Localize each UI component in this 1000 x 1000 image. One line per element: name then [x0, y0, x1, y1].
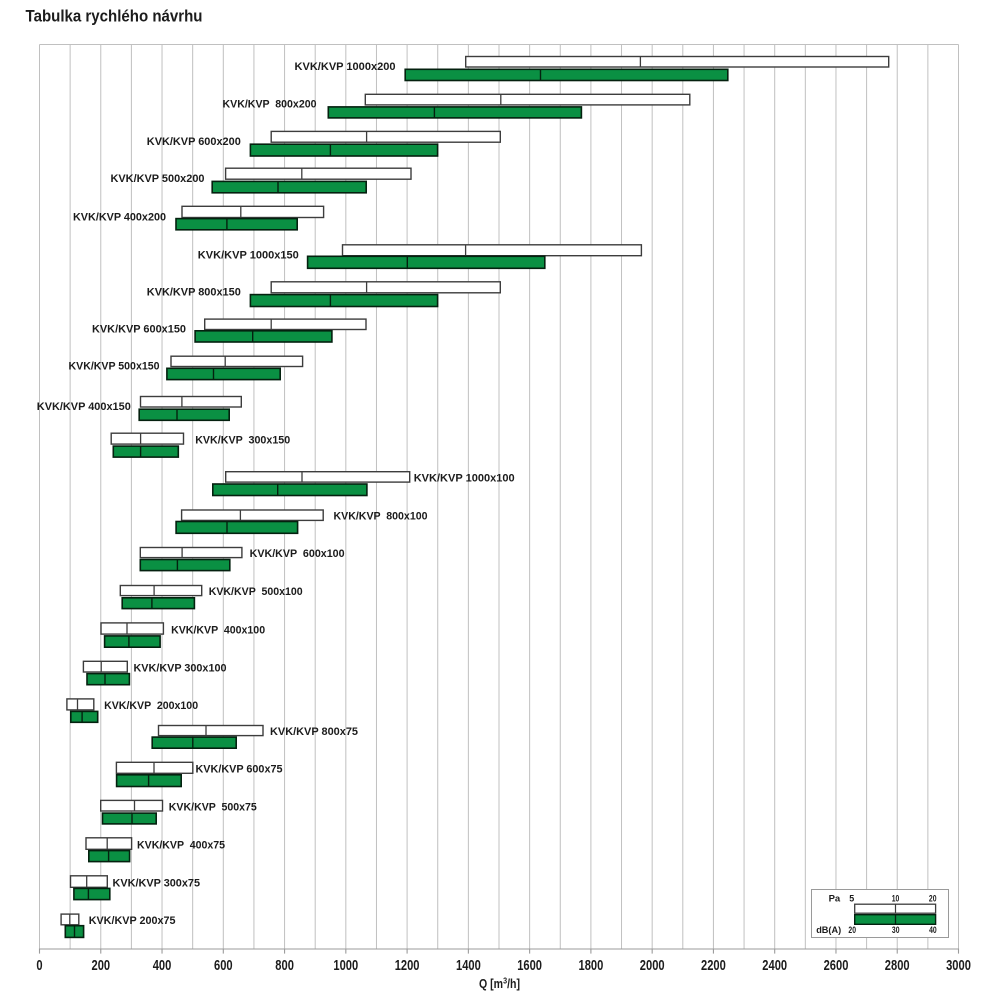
svg-text:KVK/KVP 1000x150: KVK/KVP 1000x150 — [198, 250, 299, 262]
svg-text:KVK/KVP 300x75: KVK/KVP 300x75 — [113, 878, 201, 890]
svg-text:400: 400 — [153, 958, 172, 974]
svg-text:5: 5 — [849, 893, 855, 904]
svg-text:20: 20 — [848, 925, 856, 936]
svg-text:Q [m3/h]: Q [m3/h] — [479, 975, 520, 991]
svg-text:1200: 1200 — [395, 958, 420, 974]
svg-text:KVK/KVP 800x150: KVK/KVP 800x150 — [147, 287, 241, 299]
svg-text:10: 10 — [892, 893, 900, 904]
svg-text:KVK/KVP 600x200: KVK/KVP 600x200 — [147, 136, 241, 148]
svg-text:KVK/KVP 300x150: KVK/KVP 300x150 — [195, 434, 290, 446]
svg-text:KVK/KVP 200x75: KVK/KVP 200x75 — [89, 915, 176, 927]
svg-text:2000: 2000 — [640, 958, 665, 974]
svg-text:Pa: Pa — [829, 893, 841, 904]
svg-text:KVK/KVP 500x200: KVK/KVP 500x200 — [111, 173, 205, 185]
svg-text:Tabulka rychlého návrhu: Tabulka rychlého návrhu — [26, 8, 203, 26]
svg-text:1400: 1400 — [456, 958, 481, 974]
svg-text:600: 600 — [214, 958, 233, 974]
svg-text:KVK/KVP 800x75: KVK/KVP 800x75 — [270, 726, 359, 738]
svg-text:KVK/KVP 500x75: KVK/KVP 500x75 — [169, 801, 258, 813]
svg-text:KVK/KVP 600x150: KVK/KVP 600x150 — [92, 323, 186, 335]
svg-text:3000: 3000 — [946, 958, 971, 974]
svg-text:KVK/KVP 600x100: KVK/KVP 600x100 — [250, 548, 345, 560]
svg-text:KVK/KVP 800x200: KVK/KVP 800x200 — [223, 99, 317, 111]
svg-text:KVK/KVP 500x100: KVK/KVP 500x100 — [209, 586, 303, 598]
svg-text:200: 200 — [92, 958, 111, 974]
svg-text:KVK/KVP 1000x100: KVK/KVP 1000x100 — [414, 472, 515, 484]
svg-text:1800: 1800 — [579, 958, 604, 974]
svg-text:KVK/KVP 400x150: KVK/KVP 400x150 — [37, 401, 131, 413]
svg-text:0: 0 — [36, 958, 42, 974]
svg-text:KVK/KVP 600x75: KVK/KVP 600x75 — [196, 764, 284, 776]
svg-text:KVK/KVP 500x150: KVK/KVP 500x150 — [69, 360, 160, 372]
svg-text:40: 40 — [929, 925, 937, 936]
svg-text:30: 30 — [892, 925, 900, 936]
svg-text:1000: 1000 — [333, 958, 358, 974]
svg-text:dB(A): dB(A) — [816, 925, 841, 936]
svg-text:KVK/KVP 800x100: KVK/KVP 800x100 — [334, 511, 428, 523]
svg-text:KVK/KVP 400x75: KVK/KVP 400x75 — [137, 840, 226, 852]
svg-text:KVK/KVP 200x100: KVK/KVP 200x100 — [104, 700, 198, 712]
svg-text:KVK/KVP 400x200: KVK/KVP 400x200 — [73, 211, 166, 223]
svg-text:2400: 2400 — [762, 958, 787, 974]
svg-text:KVK/KVP 1000x200: KVK/KVP 1000x200 — [295, 61, 396, 73]
svg-text:KVK/KVP 300x100: KVK/KVP 300x100 — [134, 662, 227, 674]
svg-text:KVK/KVP 400x100: KVK/KVP 400x100 — [171, 624, 265, 636]
svg-text:1600: 1600 — [517, 958, 542, 974]
svg-text:2200: 2200 — [701, 958, 726, 974]
svg-text:800: 800 — [275, 958, 294, 974]
svg-text:20: 20 — [929, 893, 937, 904]
svg-text:2600: 2600 — [824, 958, 849, 974]
svg-text:2800: 2800 — [885, 958, 910, 974]
